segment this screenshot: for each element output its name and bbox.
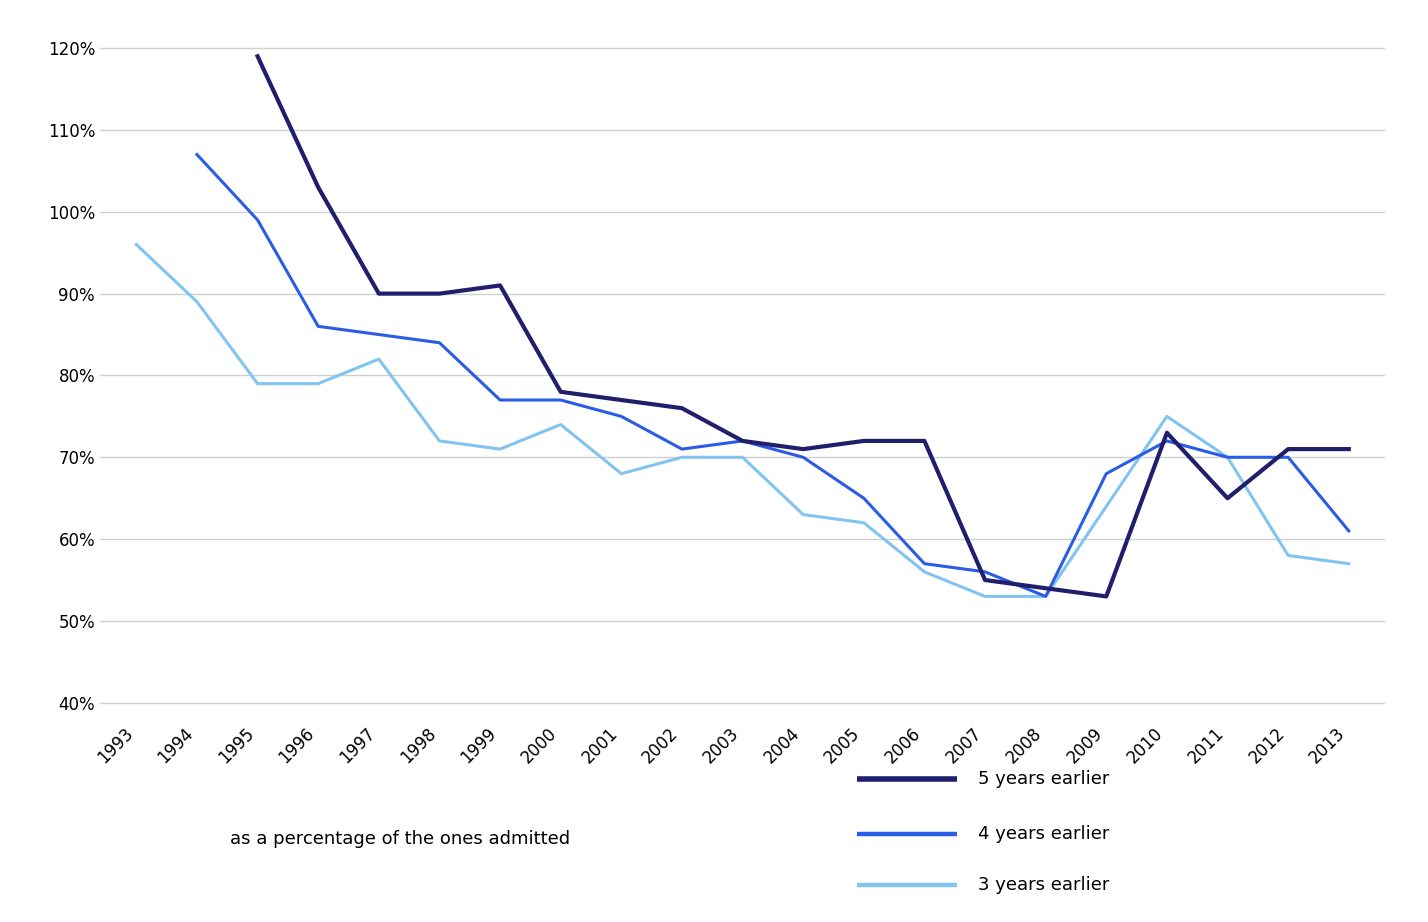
Text: 4 years earlier: 4 years earlier [978, 825, 1110, 844]
Text: as a percentage of the ones admitted: as a percentage of the ones admitted [230, 830, 570, 848]
Text: 3 years earlier: 3 years earlier [978, 876, 1110, 894]
Text: 5 years earlier: 5 years earlier [978, 770, 1110, 788]
